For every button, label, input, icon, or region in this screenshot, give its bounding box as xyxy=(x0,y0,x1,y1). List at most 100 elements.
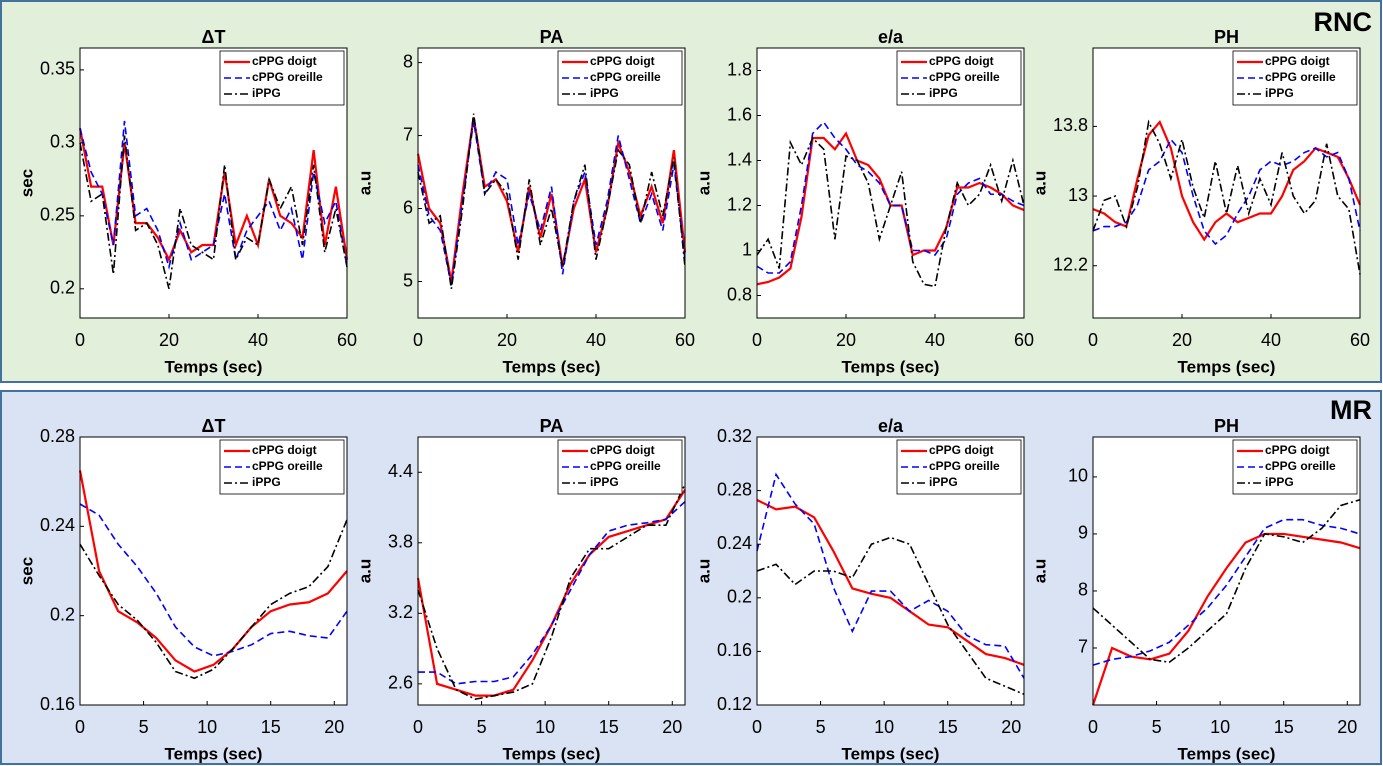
x-axis-label: Temps (sec) xyxy=(842,744,940,763)
y-tick-label: 0.3 xyxy=(50,132,75,152)
x-tick-label: 60 xyxy=(675,330,695,350)
legend-label: iPPG xyxy=(1265,475,1294,489)
y-tick-label: 4.4 xyxy=(388,461,413,481)
legend-label: cPPG oreille xyxy=(1265,459,1336,473)
x-tick-label: 20 xyxy=(1001,717,1021,737)
x-tick-label: 0 xyxy=(75,717,85,737)
y-tick-label: 1.6 xyxy=(727,104,752,124)
series-line xyxy=(416,489,686,697)
legend-label: iPPG xyxy=(590,475,619,489)
y-tick-label: 8 xyxy=(403,51,413,71)
x-tick-label: 20 xyxy=(836,330,856,350)
plot-frame xyxy=(79,47,348,319)
x-tick-label: 0 xyxy=(413,330,423,350)
y-tick-label: 7 xyxy=(1078,637,1088,657)
y-tick-label: 0.2 xyxy=(50,604,75,624)
x-tick-label: 0 xyxy=(1088,717,1098,737)
legend-label: cPPG oreille xyxy=(929,70,1000,84)
x-axis-label: Temps (sec) xyxy=(842,357,940,376)
series-line xyxy=(416,117,687,282)
plot-frame xyxy=(756,436,1025,706)
series-line xyxy=(1091,532,1361,706)
y-tick-label: 12.2 xyxy=(1053,254,1088,274)
series-line xyxy=(418,501,686,685)
y-axis-label: sec xyxy=(17,169,36,197)
x-axis-label: Temps (sec) xyxy=(165,744,263,763)
legend-label: cPPG doigt xyxy=(929,54,994,68)
x-tick-label: 60 xyxy=(1350,330,1370,350)
y-axis-label: a.u xyxy=(694,171,713,196)
y-tick-label: 1.2 xyxy=(727,194,752,214)
y-tick-label: 8 xyxy=(1078,580,1088,600)
legend-label: cPPG doigt xyxy=(929,443,994,457)
chart-title: PH xyxy=(1214,416,1239,436)
y-axis-label: sec xyxy=(17,557,36,585)
x-tick-label: 0 xyxy=(752,717,762,737)
legend-label: iPPG xyxy=(590,86,619,100)
x-tick-label: 0 xyxy=(752,330,762,350)
y-axis-label: a.u xyxy=(694,559,713,584)
x-tick-label: 20 xyxy=(1337,717,1357,737)
series-line xyxy=(79,519,348,680)
x-tick-label: 20 xyxy=(1172,330,1192,350)
x-tick-label: 15 xyxy=(938,717,958,737)
y-tick-label: 0.32 xyxy=(717,426,752,446)
chart-title: ΔT xyxy=(202,27,226,47)
x-axis-label: Temps (sec) xyxy=(1178,744,1276,763)
series-line xyxy=(417,120,686,286)
y-axis-label: a.u xyxy=(1030,171,1049,196)
legend-label: cPPG doigt xyxy=(590,54,655,68)
legend-label: cPPG doigt xyxy=(590,443,655,457)
x-tick-label: 20 xyxy=(497,330,517,350)
y-tick-label: 0.2 xyxy=(50,278,75,298)
series-line xyxy=(1092,119,1361,275)
y-tick-label: 0.28 xyxy=(40,426,75,446)
x-tick-label: 20 xyxy=(159,330,179,350)
legend-label: cPPG doigt xyxy=(1265,54,1330,68)
y-tick-label: 7 xyxy=(403,124,413,144)
legend-label: cPPG oreille xyxy=(252,459,323,473)
chart-title: e/a xyxy=(878,27,904,47)
y-tick-label: 1 xyxy=(742,239,752,259)
y-tick-label: 13.8 xyxy=(1053,115,1088,135)
x-axis-label: Temps (sec) xyxy=(165,357,263,376)
legend-label: cPPG oreille xyxy=(252,70,323,84)
y-axis-label: a.u xyxy=(1030,559,1049,584)
series-line xyxy=(1092,138,1361,246)
legend-box xyxy=(1232,50,1358,106)
chart-title: PA xyxy=(540,416,564,436)
legend-label: cPPG doigt xyxy=(252,443,317,457)
y-tick-label: 10 xyxy=(1068,466,1088,486)
y-tick-label: 2.6 xyxy=(388,673,413,693)
y-tick-label: 0.8 xyxy=(727,284,752,304)
x-tick-label: 20 xyxy=(324,717,344,737)
chart-title: e/a xyxy=(878,416,904,436)
x-tick-label: 0 xyxy=(413,717,423,737)
x-tick-label: 5 xyxy=(816,717,826,737)
legend-label: iPPG xyxy=(929,86,958,100)
legend-label: iPPG xyxy=(252,86,281,100)
y-tick-label: 0.16 xyxy=(40,694,75,714)
series-line xyxy=(1092,518,1361,666)
y-tick-label: 13 xyxy=(1068,185,1088,205)
chart-title: ΔT xyxy=(202,416,226,436)
y-axis-label: a.u xyxy=(355,559,374,584)
series-line xyxy=(756,536,1025,696)
legend-box xyxy=(896,439,1022,495)
plot-frame xyxy=(417,47,686,319)
series-line xyxy=(79,135,348,290)
legend-label: cPPG oreille xyxy=(590,70,661,84)
chart-title: PA xyxy=(540,27,564,47)
plot-frame xyxy=(1092,47,1361,319)
plot-frame xyxy=(1092,436,1361,706)
x-tick-label: 40 xyxy=(586,330,606,350)
y-tick-label: 3.2 xyxy=(388,602,413,622)
legend-label: cPPG oreille xyxy=(590,459,661,473)
y-axis-label: a.u xyxy=(355,171,374,196)
y-tick-label: 0.35 xyxy=(40,59,75,79)
series-line xyxy=(756,121,1025,274)
y-tick-label: 0.2 xyxy=(727,587,752,607)
y-tick-label: 3.8 xyxy=(388,532,413,552)
series-line xyxy=(78,470,348,673)
